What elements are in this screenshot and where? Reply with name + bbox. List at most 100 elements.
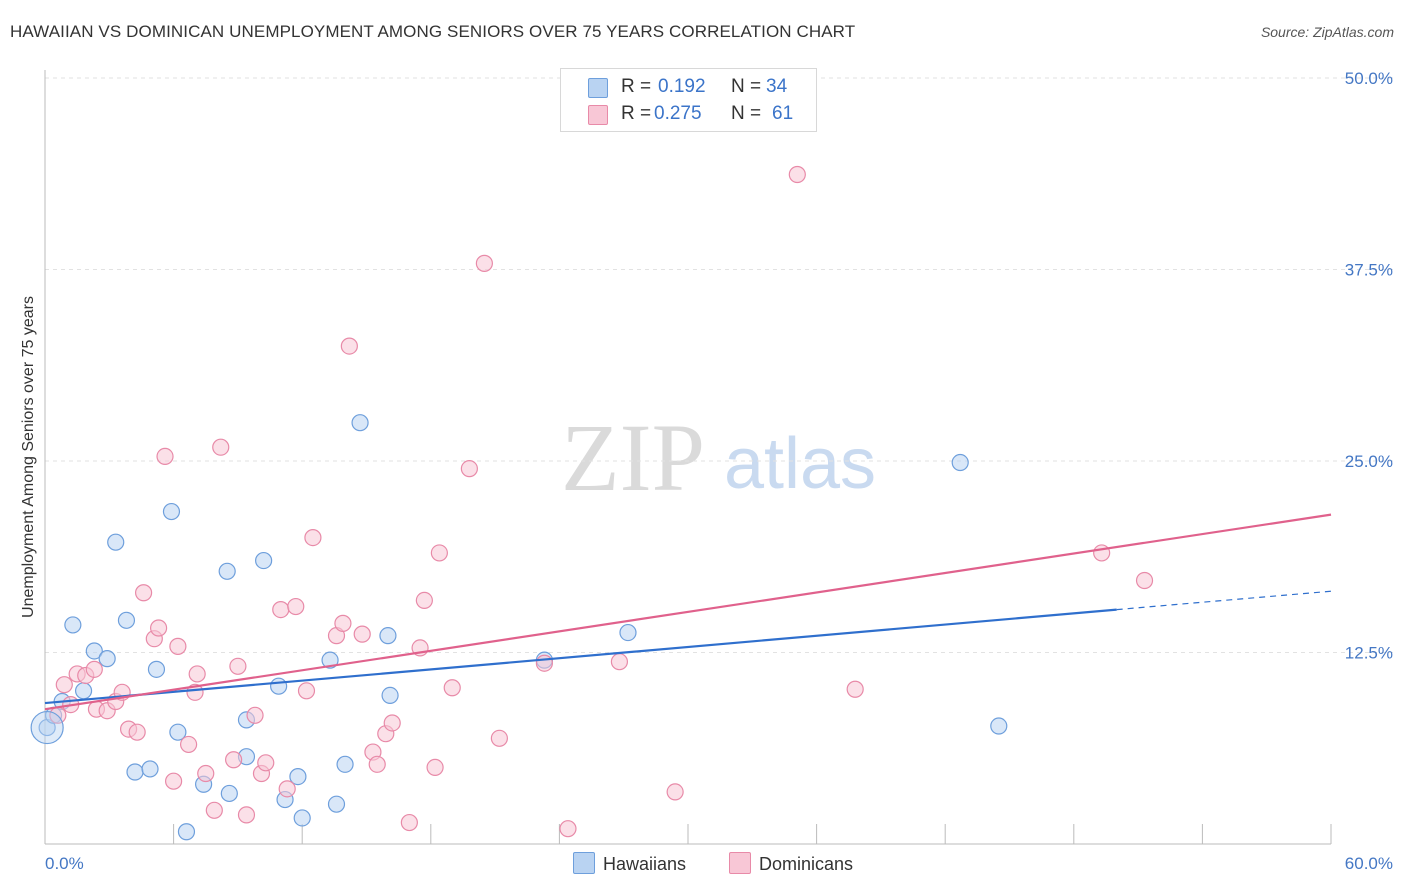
dominican-point xyxy=(443,679,461,697)
dominicans-swatch xyxy=(588,105,608,125)
source-label: Source: ZipAtlas.com xyxy=(1260,24,1394,40)
dominican-point xyxy=(666,783,684,801)
dominicans-trend-line xyxy=(44,513,1332,711)
hawaiians-swatch xyxy=(573,852,595,874)
dominican-point xyxy=(257,754,275,772)
hawaiian-point xyxy=(74,682,93,700)
hawaiian-point xyxy=(141,760,159,778)
tick-labels: 12.5% 25.0% 37.5% 50.0% 0.0% 60.0% xyxy=(45,69,1393,873)
trend-lines xyxy=(44,513,1332,711)
hawaiian-point xyxy=(321,651,339,669)
hawaiians-trend-extension xyxy=(1116,590,1332,611)
hawaiian-point xyxy=(990,717,1008,735)
legend-n-label: N = xyxy=(731,76,762,97)
legend-r-label: R = xyxy=(621,76,652,97)
dominican-point xyxy=(229,657,247,675)
dominican-point xyxy=(559,820,577,838)
hawaiian-point xyxy=(147,660,166,678)
legend-label-dominicans: Dominicans xyxy=(759,854,854,874)
hawaiian-cluster-point xyxy=(30,710,64,745)
hawaiian-point xyxy=(64,616,82,634)
x-tick-label: 0.0% xyxy=(45,854,84,873)
dominican-point xyxy=(197,764,215,783)
grid-lines xyxy=(45,77,1394,653)
legend-item-dominicans: Dominicans xyxy=(729,852,853,875)
hawaiians-swatch xyxy=(588,78,608,98)
dominican-point xyxy=(340,337,358,355)
dominican-point xyxy=(1135,571,1154,590)
hawaiian-point xyxy=(381,686,399,704)
dominican-point xyxy=(165,772,183,790)
hawaiian-point xyxy=(351,414,369,432)
correlation-legend: R = 0.192 N = 34 R = 0.275 N = 61 xyxy=(560,68,817,132)
legend-n-value: 34 xyxy=(766,76,788,97)
dominican-point xyxy=(535,654,553,672)
dominican-point xyxy=(383,714,401,732)
hawaiian-point xyxy=(218,562,236,580)
watermark-atlas: atlas xyxy=(724,424,876,504)
hawaiian-point xyxy=(107,533,125,551)
dominican-point xyxy=(287,597,305,616)
dominican-point xyxy=(188,665,206,683)
legend-r-value: 0.192 xyxy=(658,76,706,97)
hawaiian-point xyxy=(255,551,273,570)
dominican-point xyxy=(430,544,448,562)
hawaiian-point xyxy=(85,642,103,660)
hawaiian-point xyxy=(162,502,181,521)
dominican-point xyxy=(212,438,230,456)
dominican-point xyxy=(237,806,256,824)
hawaiian-point xyxy=(327,795,346,813)
dominican-point xyxy=(278,780,296,798)
hawaiian-point xyxy=(177,823,196,841)
hawaiian-point xyxy=(98,650,116,668)
dominican-point xyxy=(134,584,153,602)
hawaiians-trend-line xyxy=(44,608,1117,705)
hawaiian-point xyxy=(951,453,969,472)
dominican-point xyxy=(610,653,629,671)
dominican-point xyxy=(334,614,352,632)
hawaiian-point xyxy=(126,763,144,781)
hawaiian-point xyxy=(169,723,187,741)
legend-item-hawaiians: Hawaiians xyxy=(573,852,686,875)
y-tick-label: 37.5% xyxy=(1345,261,1393,280)
hawaiian-point xyxy=(293,809,311,827)
dominican-point xyxy=(490,729,508,747)
legend-r-value: 0.275 xyxy=(654,103,702,124)
y-tick-label: 25.0% xyxy=(1345,452,1393,471)
y-tick-label: 12.5% xyxy=(1345,644,1393,663)
dominicans-swatch xyxy=(729,852,751,874)
legend-n-value: 61 xyxy=(772,103,794,124)
hawaiian-point xyxy=(336,755,354,773)
legend-n-label: N = xyxy=(731,103,762,124)
dominican-point xyxy=(55,676,73,694)
dominican-point xyxy=(128,723,146,741)
watermark-zip: ZIP xyxy=(561,404,705,511)
dominican-point xyxy=(460,460,478,478)
dominican-point xyxy=(475,254,493,272)
dominican-point xyxy=(353,625,371,643)
dominican-point xyxy=(180,735,198,754)
dominican-point xyxy=(426,758,444,777)
dominican-point xyxy=(85,660,103,678)
hawaiian-point xyxy=(220,784,238,803)
dominican-point xyxy=(205,801,223,819)
dominican-point xyxy=(297,682,316,700)
legend-r-label: R = xyxy=(621,103,652,124)
hawaiian-point xyxy=(289,767,307,786)
dominican-point xyxy=(304,528,322,547)
hawaiian-point xyxy=(619,623,637,642)
dominican-point xyxy=(272,601,290,619)
dominican-point xyxy=(1093,544,1111,562)
dominican-point xyxy=(846,680,864,698)
dominican-point xyxy=(788,165,806,184)
dominican-point xyxy=(156,447,174,466)
dominican-point xyxy=(368,755,386,773)
dominican-point xyxy=(186,683,204,701)
dominican-point xyxy=(149,619,168,637)
dominican-point xyxy=(169,637,187,655)
dominican-point xyxy=(415,591,433,610)
chart-title: HAWAIIAN VS DOMINICAN UNEMPLOYMENT AMONG… xyxy=(10,22,856,41)
legend-label-hawaiians: Hawaiians xyxy=(603,854,687,874)
hawaiian-point xyxy=(270,677,288,695)
